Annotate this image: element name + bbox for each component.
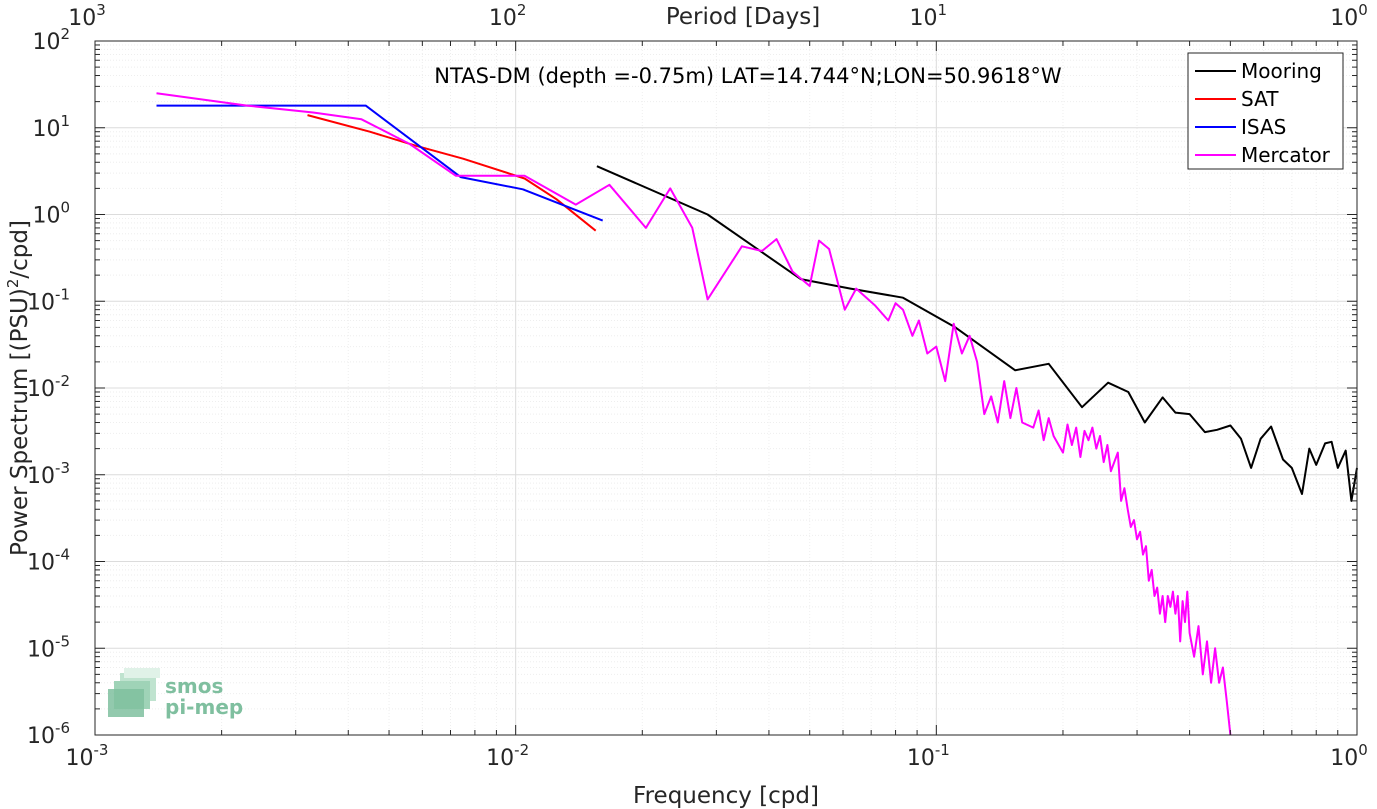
y-tick-label: 10-4: [27, 546, 70, 576]
y-axis-label-tail: /cpd]: [7, 220, 33, 279]
y-axis-label-sup: 2: [4, 279, 22, 289]
top-x-tick-labels: 103 102 101 100: [68, 1, 1368, 31]
y-tick-label: 10-2: [27, 372, 70, 402]
top-x-tick-label-base: 10: [1330, 6, 1358, 31]
y-axis-label: Power Spectrum [(PSU)2/cpd]: [4, 220, 33, 556]
y-tick-label: 100: [32, 199, 70, 229]
top-x-tick-label-base: 10: [910, 6, 938, 31]
top-x-tick-label-exp: 1: [938, 1, 948, 19]
y-tick-label-base: 10: [32, 204, 60, 229]
y-tick-label-exp: -4: [55, 546, 70, 564]
y-tick-label-base: 10: [27, 551, 55, 576]
y-tick-label-exp: -3: [55, 459, 70, 477]
legend-box: [1187, 52, 1344, 170]
minor-grid: [95, 41, 1357, 735]
y-tick-label: 10-6: [27, 719, 70, 749]
top-x-tick-label-exp: 0: [1358, 1, 1368, 19]
legend-label-mooring: Mooring: [1241, 59, 1322, 83]
y-tick-label-exp: 2: [60, 25, 70, 43]
x-tick-label-base: 10: [907, 746, 935, 771]
y-tick-label: 102: [32, 25, 70, 55]
y-tick-label-base: 10: [27, 724, 55, 749]
logo-mark-icon: [108, 668, 160, 717]
y-tick-label-base: 10: [32, 117, 60, 142]
y-tick-label-exp: -1: [55, 285, 70, 303]
top-x-tick-label: 102: [489, 1, 527, 31]
series-layer: [156, 92, 1358, 736]
x-tick-label: 10-1: [907, 741, 950, 771]
y-tick-label-base: 10: [32, 30, 60, 55]
x-tick-label-exp: 0: [1358, 741, 1368, 759]
x-tick-label: 100: [1330, 741, 1368, 771]
y-tick-label-exp: 1: [60, 112, 70, 130]
top-x-tick-label-base: 10: [489, 6, 517, 31]
y-tick-label-base: 10: [27, 290, 55, 315]
logo-text-pi-mep: pi-mep: [165, 695, 243, 719]
y-tick-label: 10-3: [27, 459, 70, 489]
legend-label-isas: ISAS: [1241, 115, 1286, 139]
top-x-tick-label-exp: 3: [96, 1, 106, 19]
y-tick-label-base: 10: [27, 377, 55, 402]
x-tick-label-exp: -3: [94, 741, 109, 759]
series-line-mercator: [156, 92, 1232, 736]
series-line-mooring: [596, 165, 1358, 502]
top-x-tick-label-base: 10: [68, 6, 96, 31]
x-tick-label-base: 10: [486, 746, 514, 771]
y-tick-label: 10-5: [27, 632, 70, 662]
x-tick-label-exp: -1: [935, 741, 950, 759]
series-line-isas: [156, 104, 604, 222]
x-tick-label-base: 10: [66, 746, 94, 771]
legend: Mooring SAT ISAS Mercator: [1187, 52, 1344, 170]
tick-marks: [94, 41, 1357, 736]
chart-title: NTAS-DM (depth =-0.75m) LAT=14.744°N;LON…: [434, 64, 1062, 88]
x-tick-label-exp: -2: [514, 741, 529, 759]
x-tick-label-base: 10: [1330, 746, 1358, 771]
x-axis-label: Frequency [cpd]: [633, 783, 819, 809]
y-tick-label-exp: -2: [55, 372, 70, 390]
y-tick-label: 10-1: [27, 285, 70, 315]
y-tick-label-exp: 0: [60, 199, 70, 217]
x-tick-labels: 10-3 10-2 10-1 100: [66, 741, 1368, 771]
top-x-tick-label: 100: [1330, 1, 1368, 31]
y-tick-label-base: 10: [27, 464, 55, 489]
top-x-tick-label-exp: 2: [517, 1, 527, 19]
legend-label-sat: SAT: [1241, 87, 1279, 111]
top-x-axis-label: Period [Days]: [666, 4, 820, 30]
y-tick-label-exp: -6: [55, 719, 70, 737]
legend-label-mercator: Mercator: [1241, 143, 1331, 167]
smos-pi-mep-logo: smos pi-mep: [108, 668, 243, 719]
top-x-tick-label: 103: [68, 1, 106, 31]
x-tick-label: 10-3: [66, 741, 109, 771]
x-tick-label: 10-2: [486, 741, 529, 771]
series-line-sat: [307, 114, 597, 232]
logo-text-smos: smos: [165, 674, 223, 698]
top-x-tick-label: 101: [910, 1, 948, 31]
y-tick-label: 101: [32, 112, 70, 142]
y-tick-label-exp: -5: [55, 632, 70, 650]
y-axis-label-main: Power Spectrum [(PSU): [7, 288, 33, 556]
y-tick-label-base: 10: [27, 637, 55, 662]
